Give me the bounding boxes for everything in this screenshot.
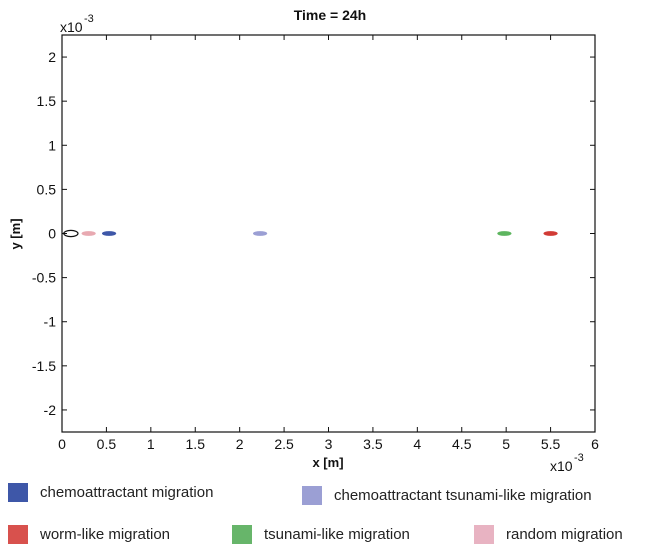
y-tick-label: 1 — [48, 137, 56, 153]
legend-item-worm-like: worm-like migration — [8, 525, 170, 544]
y-tick-label: -1 — [44, 314, 57, 330]
y-tick-label: 2 — [48, 49, 56, 65]
data-point-random-migration — [81, 231, 96, 236]
x-tick-label: 0.5 — [97, 436, 117, 452]
x-tick-label: 2 — [236, 436, 244, 452]
legend-label: tsunami-like migration — [264, 526, 410, 543]
x-tick-label: 1 — [147, 436, 155, 452]
x-tick-label: 5 — [502, 436, 510, 452]
y-exponent-power: -3 — [84, 13, 94, 25]
chart: Time = 24h 2 1.5 1 0.5 0 -0.5 -1 -1.5 -2 0 0.5 1 1.… — [8, 7, 599, 474]
y-tick-label: 0 — [48, 226, 56, 242]
y-tick-label: 1.5 — [37, 93, 57, 109]
x-tick-label: 5.5 — [541, 436, 561, 452]
x-tick-label: 6 — [591, 436, 599, 452]
y-tick-label: -0.5 — [32, 270, 56, 286]
legend-label: chemoattractant migration — [40, 484, 214, 501]
x-axis-label: x [m] — [312, 455, 343, 470]
legend-swatch — [474, 525, 494, 544]
x-tick-label: 1.5 — [186, 436, 206, 452]
chart-title: Time = 24h — [294, 7, 367, 23]
data-point-chemoattractant-tsunami-like-migration — [252, 231, 268, 236]
legend-item-chemoattractant-tsunami: chemoattractant tsunami-like migration — [302, 486, 592, 505]
x-exponent-power: -3 — [574, 452, 584, 464]
data-point-tsunami-like-migration — [497, 231, 512, 236]
legend-item-tsunami-like: tsunami-like migration — [232, 525, 410, 544]
legend-item-chemoattractant: chemoattractant migration — [8, 483, 213, 502]
y-tick-label: -2 — [44, 402, 57, 418]
y-axis-label: y [m] — [8, 218, 23, 249]
x-tick-label: 3 — [325, 436, 333, 452]
y-tick-label: 0.5 — [37, 181, 57, 197]
legend-swatch — [302, 486, 322, 505]
data-marks — [63, 229, 558, 238]
x-tick-label: 2.5 — [274, 436, 294, 452]
x-exponent-base: x10 — [550, 458, 573, 474]
legend-item-random: random migration — [474, 525, 623, 544]
y-axis-ticks: 2 1.5 1 0.5 0 -0.5 -1 -1.5 -2 — [32, 49, 595, 418]
x-tick-label: 4.5 — [452, 436, 472, 452]
legend-label: worm-like migration — [40, 526, 171, 543]
legend-label: random migration — [506, 526, 623, 543]
initial-position-outline — [63, 229, 79, 238]
y-tick-label: -1.5 — [32, 358, 56, 374]
legend-label: chemoattractant tsunami-like migration — [334, 487, 592, 504]
x-tick-label: 4 — [413, 436, 421, 452]
plot-area — [61, 34, 596, 433]
x-axis-ticks: 0 0.5 1 1.5 2 2.5 3 3.5 4 4.5 5 5.5 6 — [58, 35, 599, 452]
y-exponent-base: x10 — [60, 19, 83, 35]
legend: chemoattractant migration chemoattractan… — [0, 478, 652, 550]
data-point-chemoattractant-migration — [101, 231, 117, 236]
legend-swatch — [8, 483, 28, 502]
legend-swatch — [8, 525, 28, 544]
x-tick-label: 0 — [58, 436, 66, 452]
legend-swatch — [232, 525, 252, 544]
data-point-worm-like-migration — [543, 231, 558, 236]
x-tick-label: 3.5 — [363, 436, 383, 452]
